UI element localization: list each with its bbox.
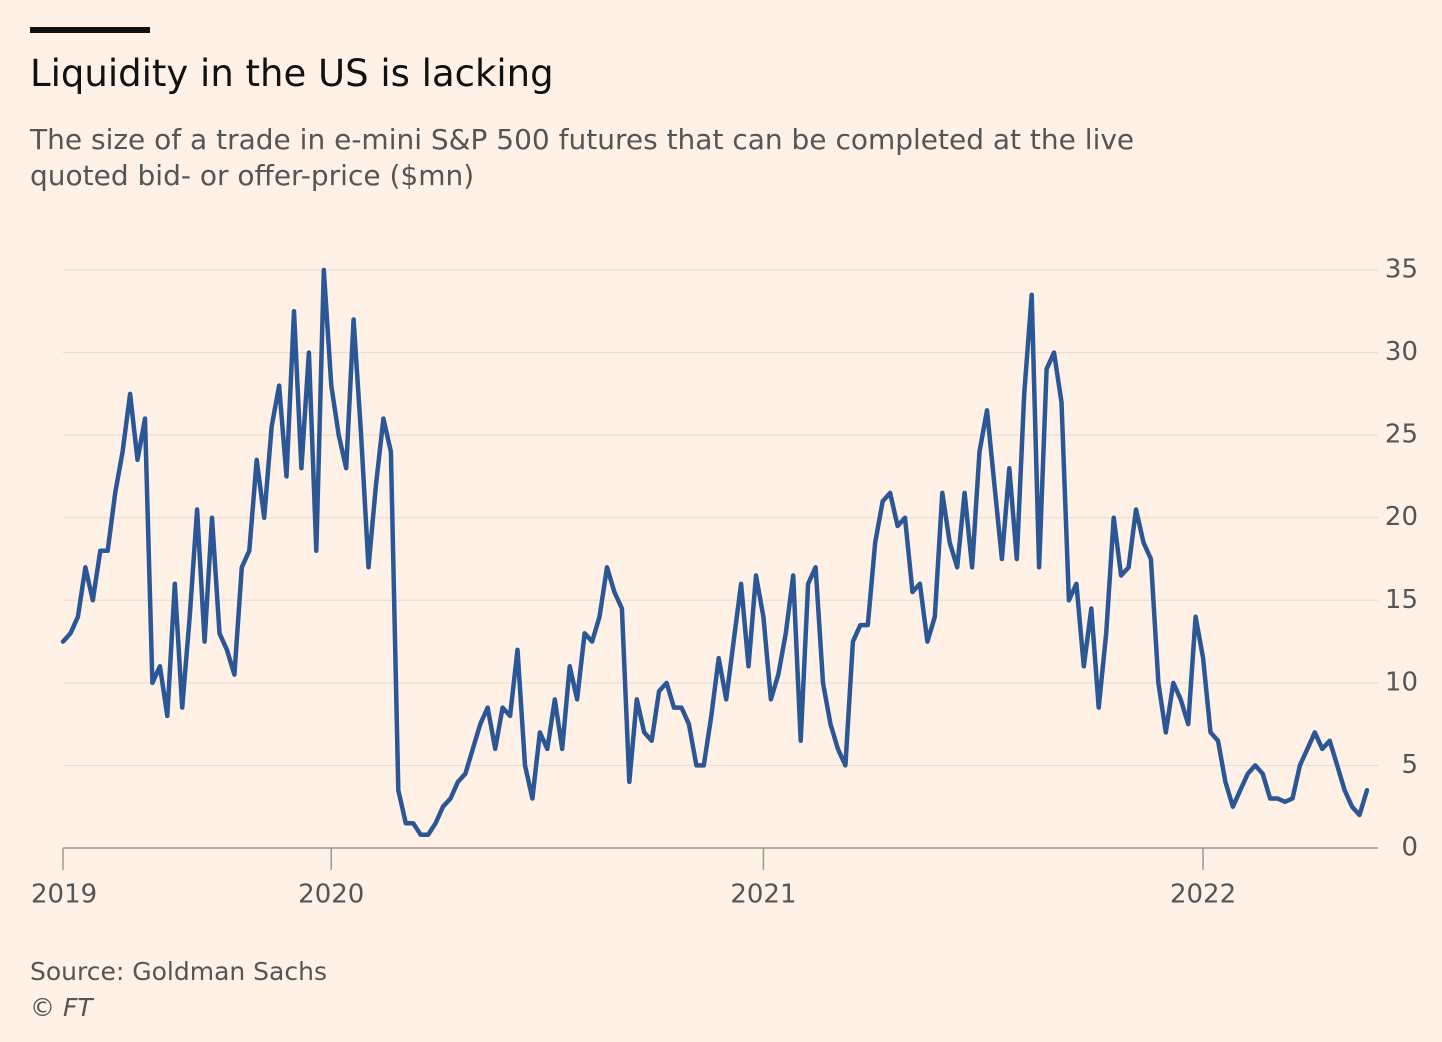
- y-tick-label: 5: [1401, 750, 1418, 780]
- x-tick-label: 2021: [730, 880, 796, 910]
- y-tick-label: 10: [1385, 667, 1418, 697]
- title-bar: [30, 27, 150, 33]
- chart-title: Liquidity in the US is lacking: [30, 52, 554, 95]
- y-tick-label: 30: [1385, 337, 1418, 367]
- x-tick-label: 2020: [298, 880, 364, 910]
- x-tick-label: 2022: [1170, 880, 1236, 910]
- chart-subtitle: The size of a trade in e-mini S&P 500 fu…: [30, 123, 1135, 192]
- y-tick-label: 35: [1385, 255, 1418, 285]
- x-tick-label: 2019: [31, 880, 97, 910]
- y-tick-label: 25: [1385, 420, 1418, 450]
- y-tick-label: 0: [1401, 833, 1418, 863]
- credit: © FT: [30, 993, 93, 1022]
- y-tick-label: 20: [1385, 502, 1418, 532]
- y-tick-label: 15: [1385, 585, 1418, 615]
- source: Source: Goldman Sachs: [30, 957, 327, 986]
- line: [60, 267, 1370, 838]
